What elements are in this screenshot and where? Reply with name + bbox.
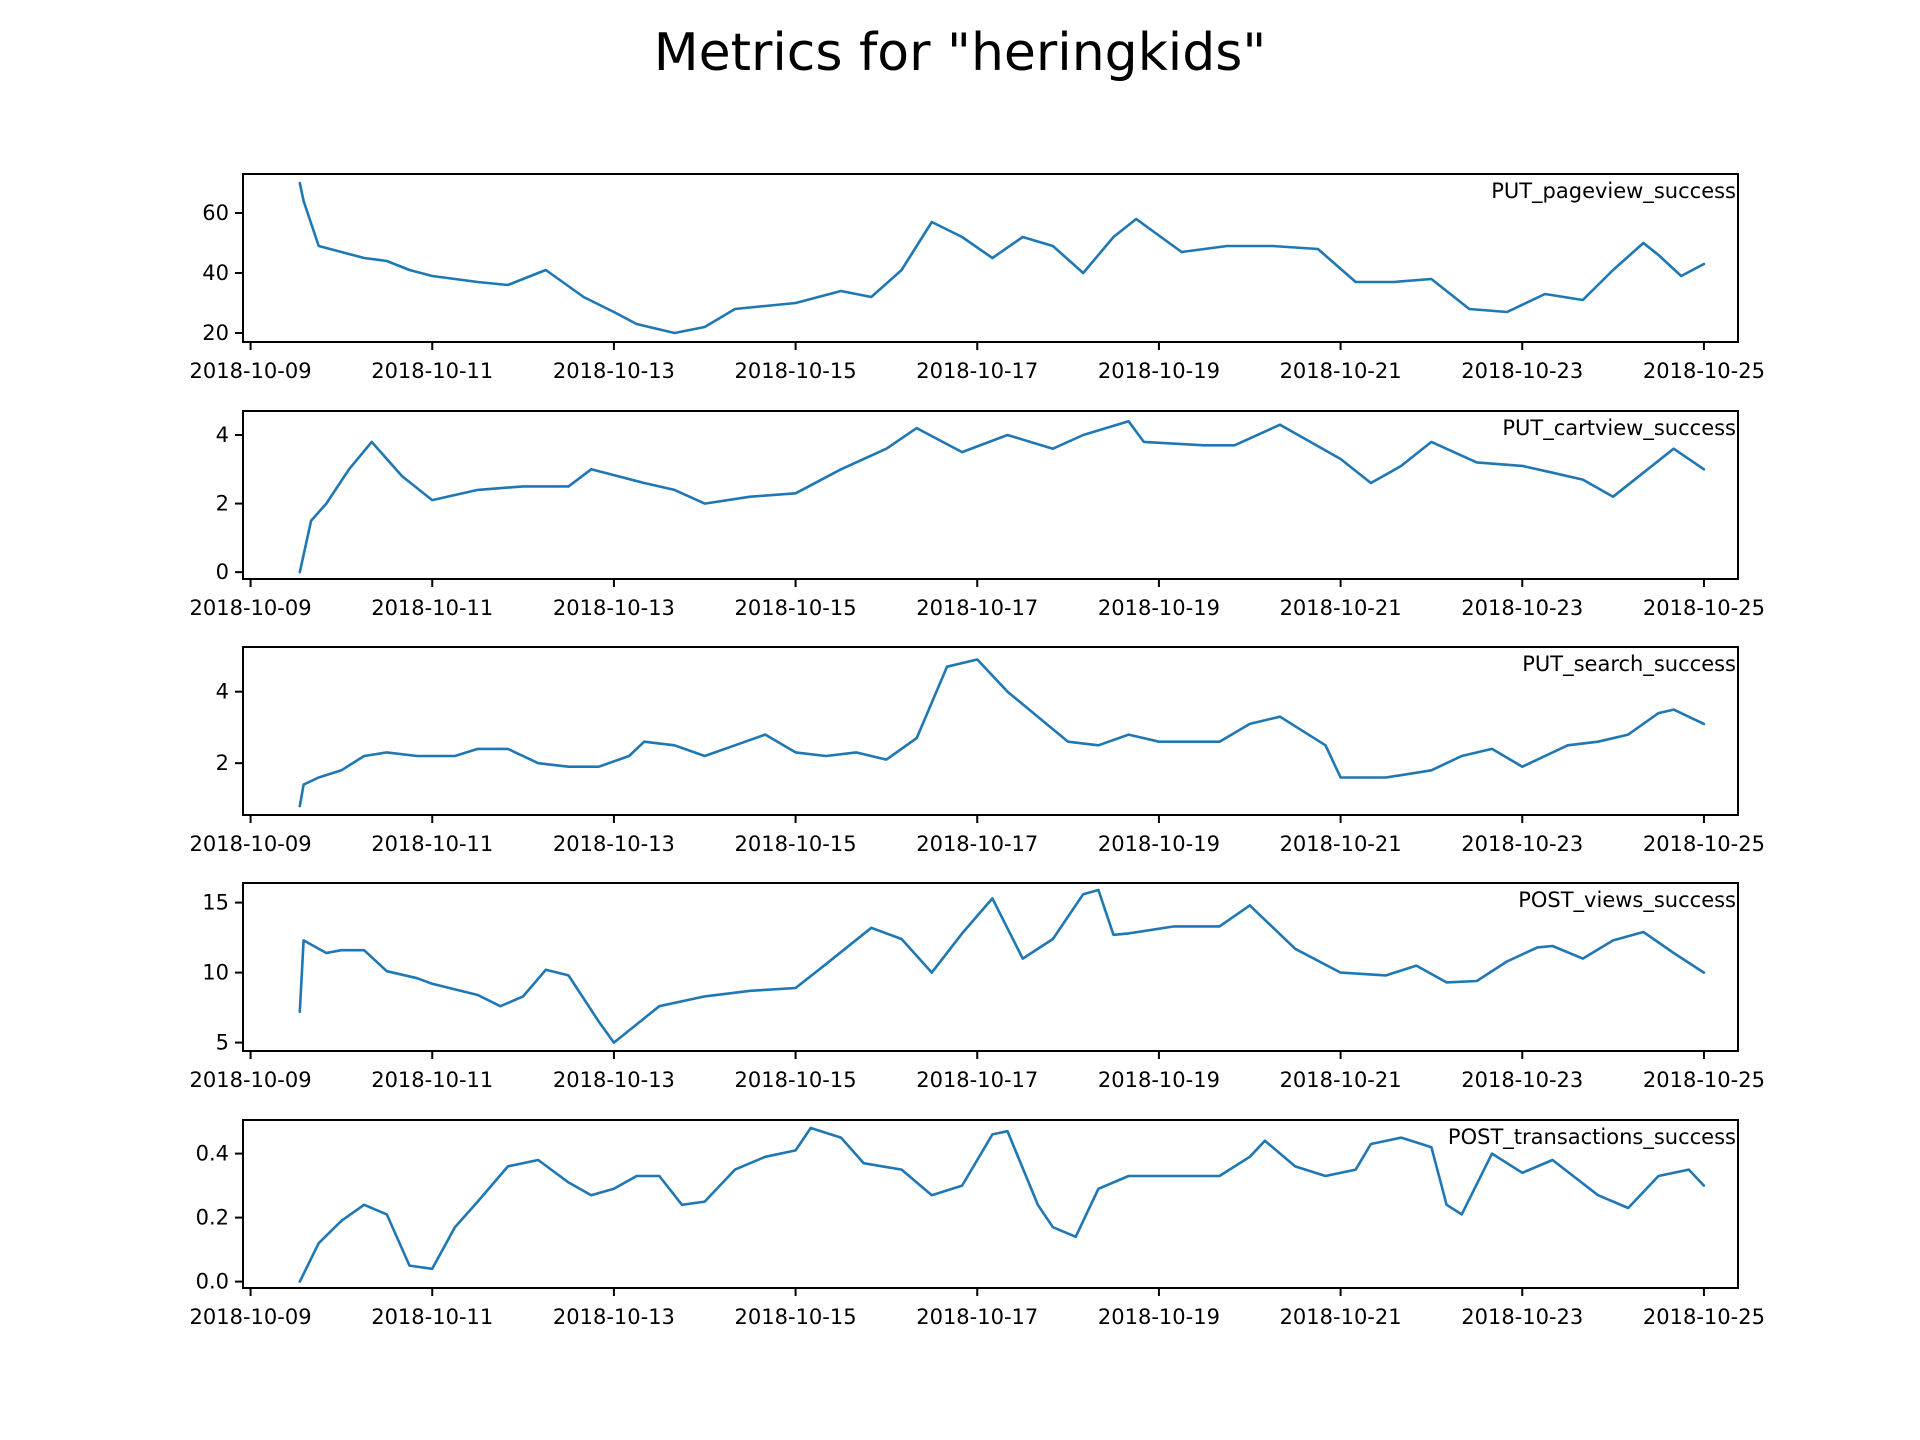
x-tick-label: 2018-10-09 (190, 1305, 312, 1329)
y-tick-label: 0.0 (196, 1270, 229, 1294)
x-tick-label: 2018-10-17 (916, 832, 1038, 856)
x-tick-label: 2018-10-17 (916, 596, 1038, 620)
x-tick-label: 2018-10-23 (1461, 359, 1583, 383)
y-tick-label: 4 (216, 680, 229, 704)
x-tick-label: 2018-10-13 (553, 1068, 675, 1092)
x-tick-label: 2018-10-13 (553, 596, 675, 620)
panels: 2018-10-09 2018-10-11 2018-10-13 2018-10-15… (190, 173, 1765, 1329)
x-tick-label: 2018-10-23 (1461, 1305, 1583, 1329)
series-line-PUT_pageview_success (298, 181, 1706, 335)
axes-frame (242, 882, 1739, 1052)
x-tick-label: 2018-10-11 (371, 1305, 493, 1329)
x-tick-label: 2018-10-19 (1098, 1305, 1220, 1329)
x-tick-label: 2018-10-19 (1098, 359, 1220, 383)
y-tick-label: 20 (202, 321, 229, 345)
x-tick-label: 2018-10-23 (1461, 832, 1583, 856)
y-tick-label: 4 (216, 423, 229, 447)
series-line-PUT_search_success (298, 658, 1706, 808)
x-tick-label: 2018-10-15 (735, 1068, 857, 1092)
x-tick-label: 2018-10-25 (1643, 832, 1765, 856)
series-label: PUT_pageview_success (1491, 179, 1736, 204)
x-tick-label: 2018-10-13 (553, 1305, 675, 1329)
y-tick-label: 2 (216, 492, 229, 516)
x-tick-label: 2018-10-15 (735, 596, 857, 620)
x-tick-label: 2018-10-21 (1280, 596, 1402, 620)
axes-frame (242, 173, 1739, 343)
x-tick-label: 2018-10-19 (1098, 832, 1220, 856)
series-line-POST_views_success (298, 888, 1706, 1044)
y-tick-label: 40 (202, 261, 229, 285)
x-tick-label: 2018-10-17 (916, 1305, 1038, 1329)
panel-POST_transactions_success: 2018-10-09 2018-10-11 2018-10-13 2018-10-15… (190, 1119, 1765, 1329)
panel-PUT_pageview_success: 2018-10-09 2018-10-11 2018-10-13 2018-10-15… (190, 173, 1765, 383)
x-tick-label: 2018-10-19 (1098, 596, 1220, 620)
y-tick-label: 5 (216, 1031, 229, 1055)
x-tick-label: 2018-10-21 (1280, 832, 1402, 856)
series-label: POST_transactions_success (1448, 1125, 1736, 1150)
x-tick-label: 2018-10-15 (735, 359, 857, 383)
x-tick-label: 2018-10-09 (190, 596, 312, 620)
y-tick-label: 0.2 (196, 1206, 229, 1230)
series-line-PUT_cartview_success (298, 419, 1706, 574)
x-tick-label: 2018-10-23 (1461, 596, 1583, 620)
x-tick-label: 2018-10-09 (190, 359, 312, 383)
axes-frame (242, 646, 1739, 816)
x-tick-label: 2018-10-17 (916, 1068, 1038, 1092)
series-label: POST_views_success (1518, 888, 1736, 913)
x-tick-label: 2018-10-23 (1461, 1068, 1583, 1092)
panel-PUT_cartview_success: 2018-10-09 2018-10-11 2018-10-13 2018-10-15… (190, 410, 1765, 620)
x-tick-label: 2018-10-17 (916, 359, 1038, 383)
x-tick-label: 2018-10-11 (371, 1068, 493, 1092)
x-tick-label: 2018-10-13 (553, 832, 675, 856)
panel-PUT_search_success: 2018-10-09 2018-10-11 2018-10-13 2018-10-15… (190, 646, 1765, 856)
x-tick-label: 2018-10-21 (1280, 359, 1402, 383)
x-tick-label: 2018-10-19 (1098, 1068, 1220, 1092)
x-tick-label: 2018-10-11 (371, 832, 493, 856)
axes-frame (242, 410, 1739, 580)
x-tick-label: 2018-10-15 (735, 1305, 857, 1329)
x-tick-label: 2018-10-25 (1643, 596, 1765, 620)
x-tick-label: 2018-10-21 (1280, 1068, 1402, 1092)
x-tick-label: 2018-10-25 (1643, 1068, 1765, 1092)
x-tick-label: 2018-10-25 (1643, 359, 1765, 383)
series-label: PUT_search_success (1522, 652, 1736, 677)
x-tick-label: 2018-10-21 (1280, 1305, 1402, 1329)
y-tick-label: 0 (216, 560, 229, 584)
figure-title: Metrics for "heringkids" (654, 23, 1267, 83)
y-tick-label: 10 (202, 961, 229, 985)
panel-POST_views_success: 2018-10-09 2018-10-11 2018-10-13 2018-10-15… (190, 882, 1765, 1092)
x-tick-label: 2018-10-11 (371, 596, 493, 620)
series-label: PUT_cartview_success (1502, 416, 1736, 441)
x-tick-label: 2018-10-15 (735, 832, 857, 856)
axes-frame (242, 1119, 1739, 1289)
series-line-POST_transactions_success (298, 1126, 1706, 1283)
y-tick-label: 0.4 (196, 1142, 229, 1166)
y-tick-label: 60 (202, 201, 229, 225)
y-tick-label: 2 (216, 751, 229, 775)
x-tick-label: 2018-10-13 (553, 359, 675, 383)
x-tick-label: 2018-10-11 (371, 359, 493, 383)
y-tick-label: 15 (202, 891, 229, 915)
x-tick-label: 2018-10-09 (190, 1068, 312, 1092)
x-tick-label: 2018-10-25 (1643, 1305, 1765, 1329)
x-tick-label: 2018-10-09 (190, 832, 312, 856)
